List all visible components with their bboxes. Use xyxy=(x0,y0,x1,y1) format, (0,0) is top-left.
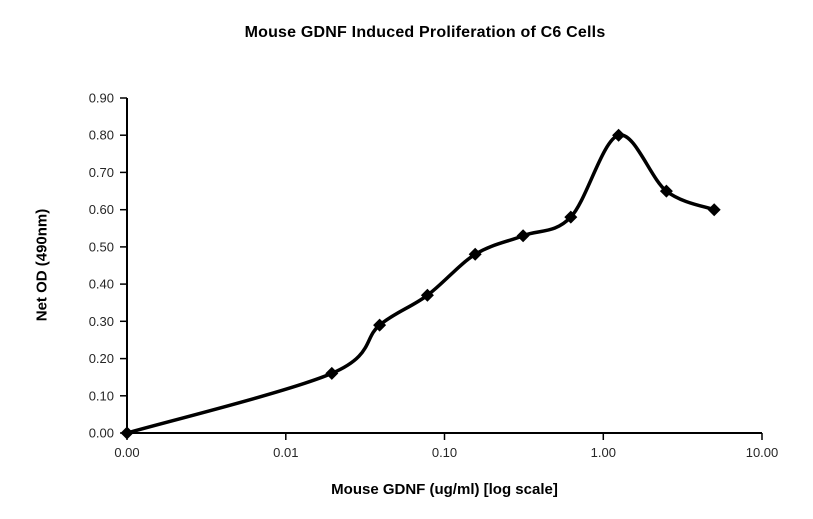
y-tick-label: 0.40 xyxy=(89,277,114,292)
y-tick-label: 0.30 xyxy=(89,314,114,329)
data-point-marker xyxy=(325,366,339,380)
x-tick-label: 10.00 xyxy=(746,445,779,460)
y-tick-label: 0.00 xyxy=(89,426,114,441)
data-point-marker xyxy=(120,426,134,440)
y-tick-label: 0.80 xyxy=(89,128,114,143)
x-tick-label: 1.00 xyxy=(591,445,616,460)
x-tick-label: 0.10 xyxy=(432,445,457,460)
data-point-marker xyxy=(612,128,626,142)
series-line xyxy=(125,133,716,435)
data-point-marker xyxy=(373,318,387,332)
x-tick-label: 0.00 xyxy=(114,445,139,460)
y-tick-label: 0.70 xyxy=(89,165,114,180)
y-tick-label: 0.10 xyxy=(89,388,114,403)
data-point-marker xyxy=(707,203,721,217)
data-point-marker xyxy=(516,229,530,243)
y-tick-label: 0.20 xyxy=(89,351,114,366)
x-axis-title: Mouse GDNF (ug/ml) [log scale] xyxy=(331,481,558,498)
data-point-marker xyxy=(564,210,578,224)
x-tick-label: 0.01 xyxy=(273,445,298,460)
y-tick-label: 0.60 xyxy=(89,202,114,217)
data-point-marker xyxy=(659,184,673,198)
y-tick-label: 0.50 xyxy=(89,239,114,254)
y-tick-label: 0.90 xyxy=(89,91,114,106)
data-point-marker xyxy=(468,247,482,261)
chart-title: Mouse GDNF Induced Proliferation of C6 C… xyxy=(244,24,606,41)
data-point-marker xyxy=(420,288,434,302)
